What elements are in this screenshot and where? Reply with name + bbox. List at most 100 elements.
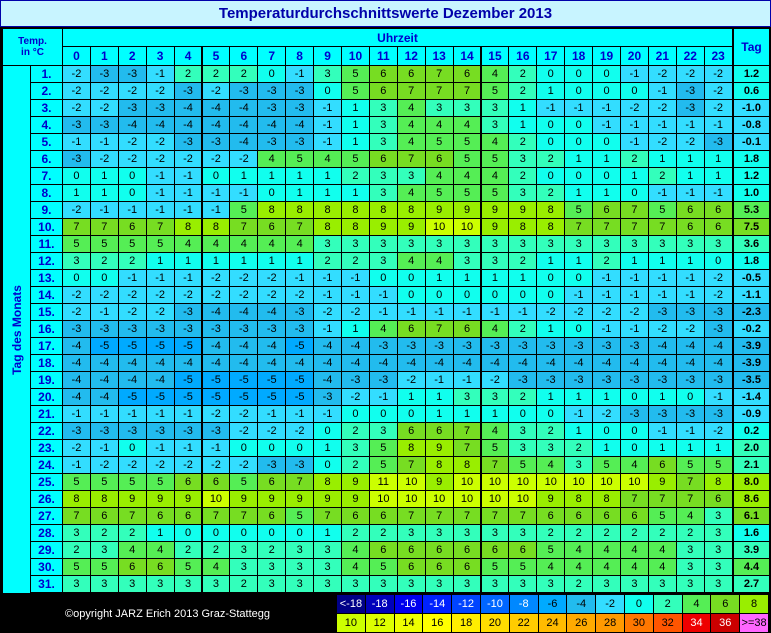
- temp-cell: -3: [648, 372, 676, 388]
- hour-label: 20: [621, 47, 648, 65]
- temp-cell: 3: [509, 525, 537, 541]
- temp-cell: 3: [258, 559, 286, 575]
- day-mean: 1.0: [734, 185, 769, 201]
- temp-cell: 0: [314, 457, 341, 473]
- temp-cell: 1: [565, 185, 593, 201]
- temp-cell: 8: [565, 491, 593, 507]
- temp-cell: 2: [118, 525, 146, 541]
- temp-cell: 3: [537, 440, 565, 456]
- temp-cell: -3: [342, 372, 369, 388]
- temp-cell: 0: [593, 83, 620, 99]
- temp-cell: 1: [537, 389, 565, 405]
- temp-cell: 1: [342, 100, 369, 116]
- temp-cell: 9: [481, 202, 509, 218]
- temp-cell: 8: [258, 202, 286, 218]
- temp-cell: 7: [453, 508, 481, 524]
- temp-cell: -1: [146, 66, 174, 82]
- hour-label: 23: [704, 47, 732, 65]
- temp-cell: 2: [565, 525, 593, 541]
- temp-cell: 8: [314, 202, 341, 218]
- temp-cell: 2: [537, 423, 565, 439]
- temp-cell: -4: [425, 355, 453, 371]
- temp-cell: 3: [369, 236, 397, 252]
- temp-cell: 2: [63, 542, 90, 558]
- temp-cell: 1: [704, 168, 732, 184]
- temp-cell: 1: [593, 389, 620, 405]
- temp-cell: -1: [593, 100, 620, 116]
- temp-cell: 5: [230, 474, 258, 490]
- hour-label: 5: [202, 47, 230, 65]
- temp-cell: 6: [704, 491, 732, 507]
- temp-cell: 0: [258, 440, 286, 456]
- day-mean: 1.6: [734, 525, 769, 541]
- temp-cell: 9: [118, 491, 146, 507]
- temp-cell: 1: [286, 168, 314, 184]
- temp-cell: 5: [481, 440, 509, 456]
- temp-cell: -2: [704, 83, 732, 99]
- legend-swatch: -2: [596, 595, 624, 613]
- temp-cell: 8: [90, 491, 118, 507]
- hour-label: 18: [565, 47, 593, 65]
- temp-cell: -4: [146, 117, 174, 133]
- temp-cell: 1: [676, 253, 704, 269]
- temp-cell: -2: [397, 372, 425, 388]
- temp-cell: 5: [118, 236, 146, 252]
- temp-cell: -3: [704, 321, 732, 337]
- temp-cell: 3: [286, 559, 314, 575]
- temp-cell: 5: [453, 134, 481, 150]
- temp-cell: 6: [369, 83, 397, 99]
- temp-cell: -4: [704, 338, 732, 354]
- temp-cell: -3: [146, 423, 174, 439]
- temp-cell: -3: [118, 423, 146, 439]
- temp-cell: 2: [621, 525, 648, 541]
- temp-cell: 11: [369, 474, 397, 490]
- legend-swatch: 30: [625, 614, 653, 632]
- temp-cell: -4: [676, 355, 704, 371]
- temp-cell: 5: [509, 457, 537, 473]
- temp-cell: -4: [230, 355, 258, 371]
- temp-cell: -4: [481, 355, 509, 371]
- temp-cell: 2: [174, 66, 202, 82]
- temp-cell: -2: [648, 100, 676, 116]
- temp-cell: 3: [537, 576, 565, 592]
- temp-cell: 6: [676, 202, 704, 218]
- temp-cell: -2: [704, 423, 732, 439]
- temp-cell: -4: [174, 355, 202, 371]
- temp-cell: 2: [342, 525, 369, 541]
- temp-cell: 6: [397, 542, 425, 558]
- temp-cell: -3: [621, 372, 648, 388]
- temp-cell: 3: [509, 151, 537, 167]
- temp-cell: 1: [342, 117, 369, 133]
- temp-cell: 5: [230, 202, 258, 218]
- temp-cell: 1: [509, 100, 537, 116]
- day-label: 18.: [31, 355, 62, 371]
- temp-cell: 6: [146, 559, 174, 575]
- temp-cell: 1: [593, 185, 620, 201]
- day-label: 10.: [31, 219, 62, 235]
- temp-cell: 2: [676, 525, 704, 541]
- temp-cell: 3: [704, 576, 732, 592]
- temp-cell: 4: [397, 185, 425, 201]
- temp-cell: 6: [425, 542, 453, 558]
- temp-cell: -1: [369, 389, 397, 405]
- temp-cell: -2: [676, 66, 704, 82]
- temp-cell: -3: [146, 100, 174, 116]
- temp-cell: 1: [342, 185, 369, 201]
- temp-cell: 0: [621, 83, 648, 99]
- temp-cell: -3: [565, 338, 593, 354]
- temp-cell: 4: [369, 321, 397, 337]
- temp-cell: -2: [174, 151, 202, 167]
- temp-cell: -4: [537, 355, 565, 371]
- temp-cell: 3: [90, 542, 118, 558]
- temp-cell: 7: [676, 474, 704, 490]
- temp-cell: 8: [593, 491, 620, 507]
- temp-cell: -2: [704, 66, 732, 82]
- temp-cell: -2: [146, 134, 174, 150]
- temp-cell: -1: [146, 406, 174, 422]
- temp-cell: 6: [146, 508, 174, 524]
- temp-cell: 7: [425, 66, 453, 82]
- temp-cell: -3: [453, 338, 481, 354]
- temp-cell: 0: [258, 185, 286, 201]
- temp-cell: -2: [202, 406, 230, 422]
- legend-swatch: >=38: [740, 614, 768, 632]
